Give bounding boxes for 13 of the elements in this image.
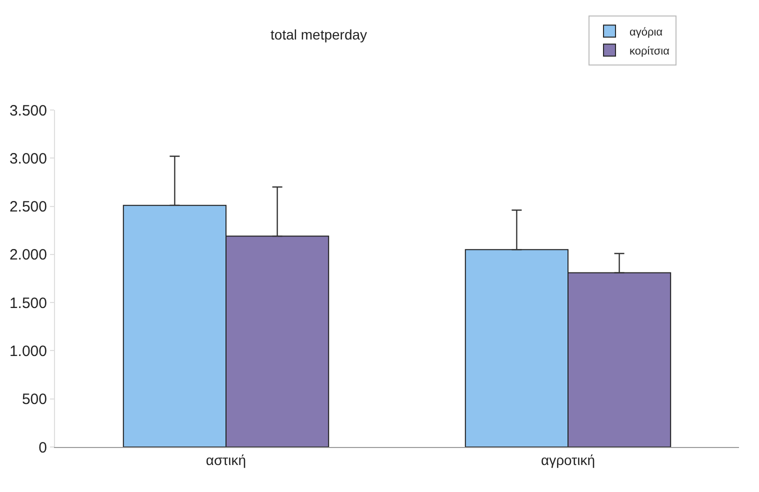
y-tick-label: 0 — [38, 439, 47, 456]
y-tick-label: 1.000 — [9, 342, 47, 360]
legend-label: κορίτσια — [630, 45, 670, 58]
x-tick-label: αγροτική — [540, 452, 596, 468]
y-tick-label: 3.500 — [9, 102, 47, 120]
y-tick-label: 3.000 — [9, 150, 47, 168]
y-tick-label: 2.500 — [9, 198, 47, 216]
y-tick-label: 1.500 — [9, 294, 47, 312]
y-tick-label: 2.000 — [9, 246, 47, 264]
legend-label: αγόρια — [630, 26, 664, 38]
y-tick-label: 500 — [22, 391, 47, 408]
x-tick-label: αστική — [206, 452, 246, 468]
chart-title: total metperday — [270, 26, 368, 42]
